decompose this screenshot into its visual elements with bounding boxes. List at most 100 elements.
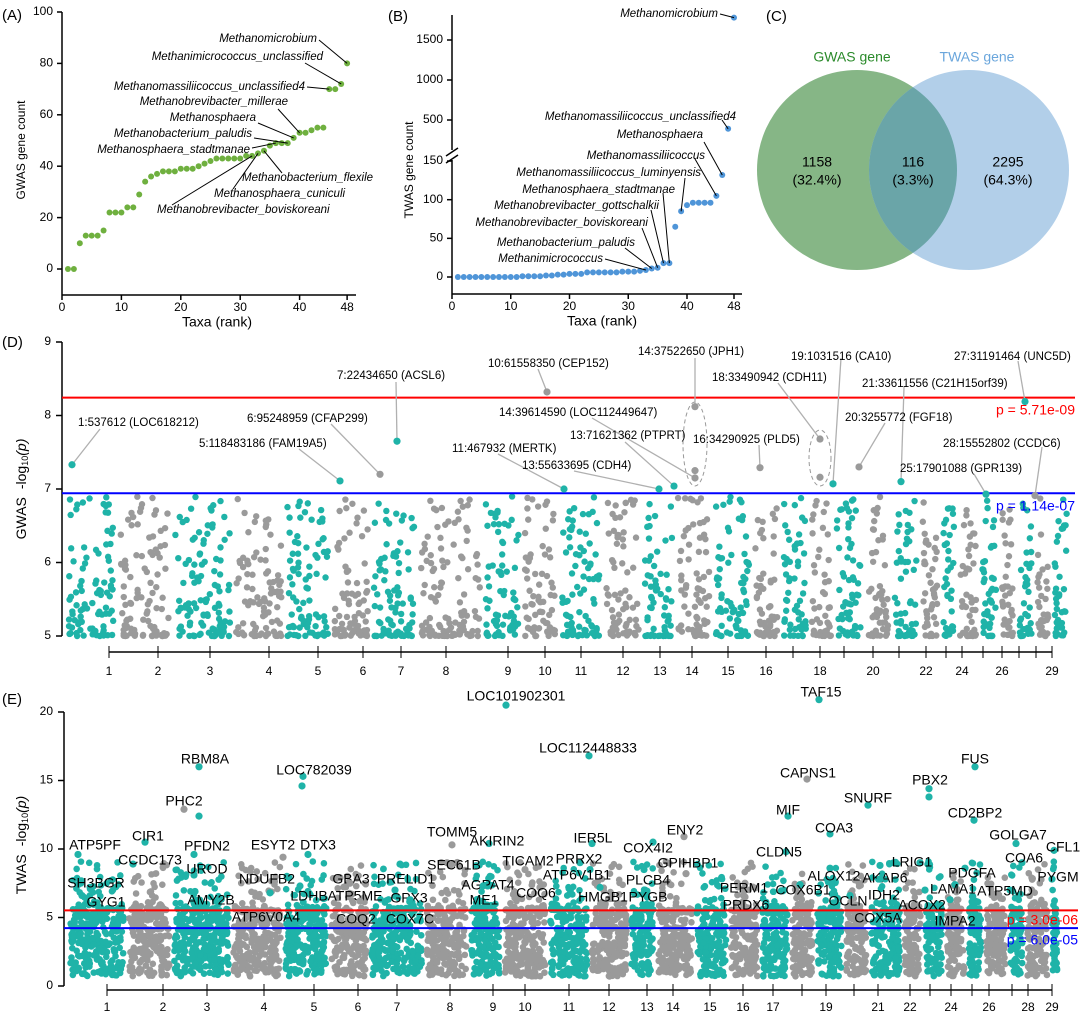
snp-point <box>380 627 388 635</box>
snp-point <box>844 554 851 561</box>
gene-point <box>531 889 538 897</box>
panel-label-b: (B) <box>388 8 408 25</box>
gene-point <box>129 972 137 980</box>
snp-point <box>619 560 626 567</box>
snp-point <box>109 617 117 625</box>
gwas-count-point <box>64 266 71 272</box>
x-tick-label: 20 <box>174 300 188 314</box>
gene-point <box>535 896 543 904</box>
twas-count-point <box>607 269 614 276</box>
snp-point <box>188 572 196 580</box>
gwas-count-point <box>171 168 178 175</box>
snp-point <box>322 574 329 581</box>
snp-point <box>644 572 651 579</box>
snp-point <box>809 530 816 537</box>
snp-point <box>466 496 473 503</box>
snp-point <box>180 579 187 587</box>
gene-point <box>115 881 122 888</box>
snp-point <box>545 546 553 553</box>
venn-count-overlap: 116 <box>902 154 925 170</box>
gene-point <box>510 929 517 936</box>
snp-annotation-label: 18:33490942 (CDH11) <box>712 372 827 384</box>
snp-point <box>825 604 832 612</box>
snp-point <box>682 581 690 589</box>
snp-point <box>816 546 823 553</box>
snp-point <box>568 570 576 577</box>
snp-point <box>848 628 856 636</box>
snp-point <box>362 618 369 625</box>
y-tick-label: 1000 <box>416 72 443 86</box>
snp-point <box>527 551 534 558</box>
gene-point <box>427 937 434 945</box>
panel-label-a: (A) <box>2 7 22 24</box>
gene-point <box>243 967 251 974</box>
x-tick-label: 30 <box>622 299 636 313</box>
snp-point <box>678 576 685 584</box>
snp-point <box>535 581 543 588</box>
snp-point <box>364 608 371 615</box>
snp-point <box>835 544 843 552</box>
gene-point <box>528 918 535 926</box>
snp-point <box>842 631 849 638</box>
annotation-leader-line <box>973 473 987 495</box>
snp-point <box>534 503 542 510</box>
snp-point <box>913 557 920 564</box>
snp-point <box>304 623 311 631</box>
gene-point <box>558 937 565 945</box>
snp-point <box>521 529 529 537</box>
taxon-label: Methanimicrococcus_unclassified <box>152 51 324 63</box>
snp-point <box>876 632 884 639</box>
snp-point <box>1044 563 1051 571</box>
snp-point <box>877 607 884 614</box>
taxon-label: Methanosphaera_stadtmanae <box>522 184 675 196</box>
gene-point <box>119 958 126 966</box>
snp-point <box>215 628 223 636</box>
snp-point <box>680 532 688 540</box>
snp-point <box>405 566 412 573</box>
snp-point <box>192 604 200 612</box>
snp-point <box>1027 523 1035 530</box>
snp-point <box>274 603 281 611</box>
snp-point <box>848 514 856 522</box>
snp-point <box>109 577 116 584</box>
snp-point <box>165 614 172 622</box>
snp-annotation-label: 6:95248959 (CFAP299) <box>247 413 368 425</box>
snp-point <box>102 610 110 617</box>
y-tick-label: 500 <box>423 112 443 126</box>
twas-count-point <box>525 273 532 280</box>
snp-point <box>608 556 616 564</box>
annotation-leader-line <box>1017 360 1026 402</box>
snp-point <box>80 632 87 639</box>
snp-point <box>1023 549 1030 556</box>
gene-point <box>232 952 240 960</box>
snp-point <box>716 543 723 550</box>
x-tick-label: 10 <box>115 300 129 314</box>
snp-point <box>881 562 889 569</box>
snp-point <box>372 573 379 580</box>
annotated-snp-point <box>897 478 905 486</box>
snp-point <box>566 508 573 515</box>
snp-point <box>794 609 802 616</box>
snp-point <box>620 529 627 536</box>
snp-point <box>1001 532 1008 539</box>
label-leader-line <box>257 122 294 139</box>
gene-point <box>535 863 543 870</box>
snp-point <box>700 573 708 581</box>
snp-point <box>849 557 857 564</box>
gene-point <box>165 932 173 940</box>
snp-point <box>83 554 90 561</box>
snp-point <box>104 527 111 535</box>
snp-point <box>243 584 251 591</box>
snp-point <box>735 617 742 625</box>
chromosome-label: 15 <box>721 664 735 678</box>
snp-point <box>99 631 107 638</box>
gene-point <box>265 929 272 937</box>
snp-point <box>103 541 110 548</box>
snp-point <box>931 584 939 592</box>
gene-point <box>245 951 253 958</box>
gene-point <box>446 957 454 964</box>
label-leader-line <box>604 258 647 271</box>
snp-point <box>407 594 414 601</box>
snp-point <box>764 627 772 635</box>
chromosome-label: 2 <box>155 664 162 678</box>
